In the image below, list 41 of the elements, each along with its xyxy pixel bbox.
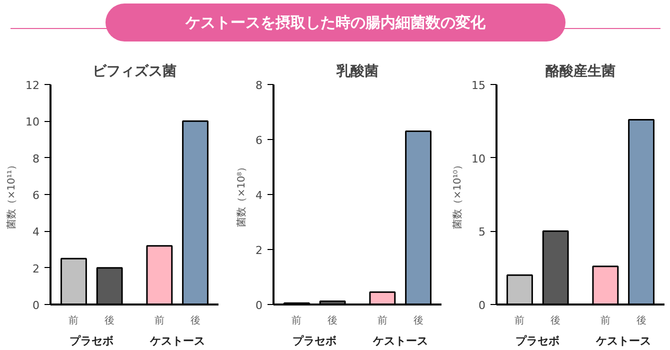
- y-tick-label: 4: [32, 226, 40, 239]
- y-tick-label: 6: [256, 134, 262, 147]
- x-tick-label: 前: [377, 314, 388, 326]
- y-tick-label: 0: [256, 299, 262, 312]
- x-tick-label: 前: [154, 314, 164, 326]
- chart-title: 乳酸菌: [336, 64, 378, 80]
- y-tick-label: 2: [32, 262, 40, 276]
- x-tick-label: 後: [104, 314, 115, 326]
- y-tick-label: 10: [472, 152, 486, 166]
- x-tick-label: 前: [292, 314, 302, 326]
- text: プラセボ: [292, 334, 337, 348]
- text: ケストース: [372, 334, 428, 348]
- x-tick-label: 後: [550, 314, 561, 326]
- y-axis-title: 菌数（×10¹⁰）: [452, 160, 464, 230]
- text: ケストース: [148, 334, 205, 348]
- text: プラセボ: [70, 334, 114, 348]
- text: ケストースを摂取した時の腸内細菌数の変化: [184, 14, 486, 32]
- y-tick-label: 10: [26, 116, 40, 129]
- y-tick-label: 12: [26, 79, 40, 92]
- x-tick-label: 前: [600, 314, 610, 326]
- y-axis-title: 菌数（×10⁸）: [236, 162, 248, 228]
- text: ケストース: [594, 334, 651, 348]
- chart-title: ビフィズス菌: [92, 64, 176, 80]
- y-tick-label: 8: [32, 152, 40, 166]
- x-tick-label: 後: [190, 314, 200, 326]
- y-tick-label: 5: [478, 226, 486, 239]
- x-tick-label: 後: [413, 314, 424, 326]
- y-tick-label: 15: [472, 79, 486, 92]
- x-tick-label: 前: [68, 314, 79, 326]
- y-tick-label: 2: [256, 244, 262, 257]
- x-tick-label: 前: [514, 314, 525, 326]
- y-tick-label: 0: [32, 299, 40, 312]
- chart-title: 酪酸産生菌: [546, 62, 616, 80]
- y-axis-title: 菌数（×10¹¹）: [6, 160, 18, 230]
- text: プラセボ: [516, 334, 560, 348]
- y-tick-label: 4: [256, 189, 262, 202]
- x-tick-label: 後: [636, 314, 646, 326]
- y-tick-label: 6: [32, 189, 40, 202]
- y-tick-label: 0: [478, 299, 486, 312]
- y-tick-label: 8: [256, 79, 262, 92]
- x-tick-label: 後: [328, 314, 338, 326]
